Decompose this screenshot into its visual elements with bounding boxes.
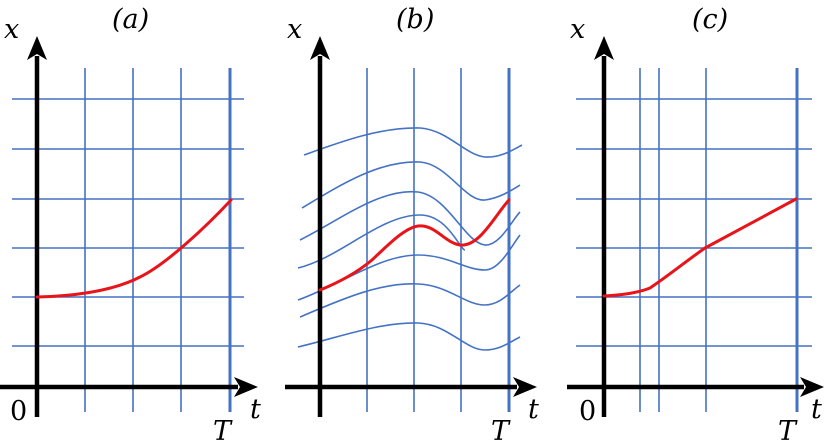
panel-a-axes (0, 36, 258, 417)
panel-c: (c) x t 0 T (567, 4, 824, 444)
panel-c-x-arrowhead (800, 377, 824, 397)
panel-b-trajectory (318, 198, 511, 292)
panel-b-end-label: T (491, 416, 511, 444)
panel-b-y-label: x (287, 14, 302, 45)
panel-c-trajectory (602, 197, 798, 298)
panel-a-x-label: t (250, 394, 261, 425)
panel-c-grid (576, 68, 812, 412)
panel-c-y-label: x (570, 14, 585, 45)
panel-b-flowline-7 (297, 322, 521, 351)
panel-a: (a) x t 0 T (0, 4, 261, 444)
panel-a-y-label: x (4, 14, 19, 45)
panel-a-trajectory (35, 198, 233, 299)
panel-c-title: (c) (692, 4, 728, 35)
panel-a-y-arrowhead (27, 36, 47, 60)
panel-b-flowline-3 (299, 190, 521, 246)
panel-b-x-label: t (528, 394, 539, 425)
panel-b-title: (b) (396, 4, 434, 35)
panel-a-grid (12, 68, 244, 412)
panel-c-y-arrowhead (594, 36, 614, 60)
panel-b-flowline-1 (303, 127, 523, 158)
panel-c-origin-label: 0 (579, 396, 596, 427)
panel-b-grid (297, 68, 523, 412)
panel-c-x-label: t (811, 394, 822, 425)
panel-a-x-arrowhead (234, 377, 258, 397)
panel-b-y-arrowhead (310, 36, 330, 60)
panel-b-flowline-2 (301, 161, 521, 209)
panel-b-axes (285, 36, 537, 417)
panel-c-end-label: T (778, 416, 798, 444)
panel-b-x-arrowhead (513, 377, 537, 397)
panel-a-title: (a) (112, 4, 149, 35)
panel-a-end-label: T (213, 416, 233, 444)
panel-b-flowline-4 (297, 214, 466, 269)
panel-a-origin-label: 0 (10, 396, 27, 427)
panel-b-flowline-6 (299, 283, 521, 318)
panel-c-axes (567, 36, 824, 417)
panel-b: (b) x t T (285, 4, 539, 444)
